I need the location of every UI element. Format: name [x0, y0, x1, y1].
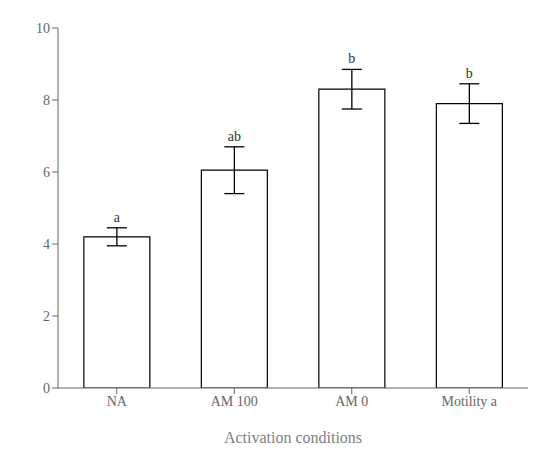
svg-text:10: 10	[36, 21, 50, 36]
svg-text:2: 2	[43, 309, 50, 324]
svg-text:Motility a: Motility a	[441, 394, 497, 409]
svg-text:0: 0	[43, 381, 50, 396]
svg-text:AM 100: AM 100	[211, 394, 258, 409]
svg-text:a: a	[114, 210, 121, 225]
svg-text:4: 4	[43, 237, 50, 252]
svg-text:Activation conditions: Activation conditions	[224, 429, 362, 446]
svg-text:b: b	[348, 51, 355, 66]
svg-text:AM 0: AM 0	[335, 394, 368, 409]
svg-text:ab: ab	[228, 129, 241, 144]
svg-text:b: b	[466, 66, 473, 81]
svg-text:6: 6	[43, 165, 50, 180]
svg-text:8: 8	[43, 93, 50, 108]
svg-text:NA: NA	[107, 394, 128, 409]
